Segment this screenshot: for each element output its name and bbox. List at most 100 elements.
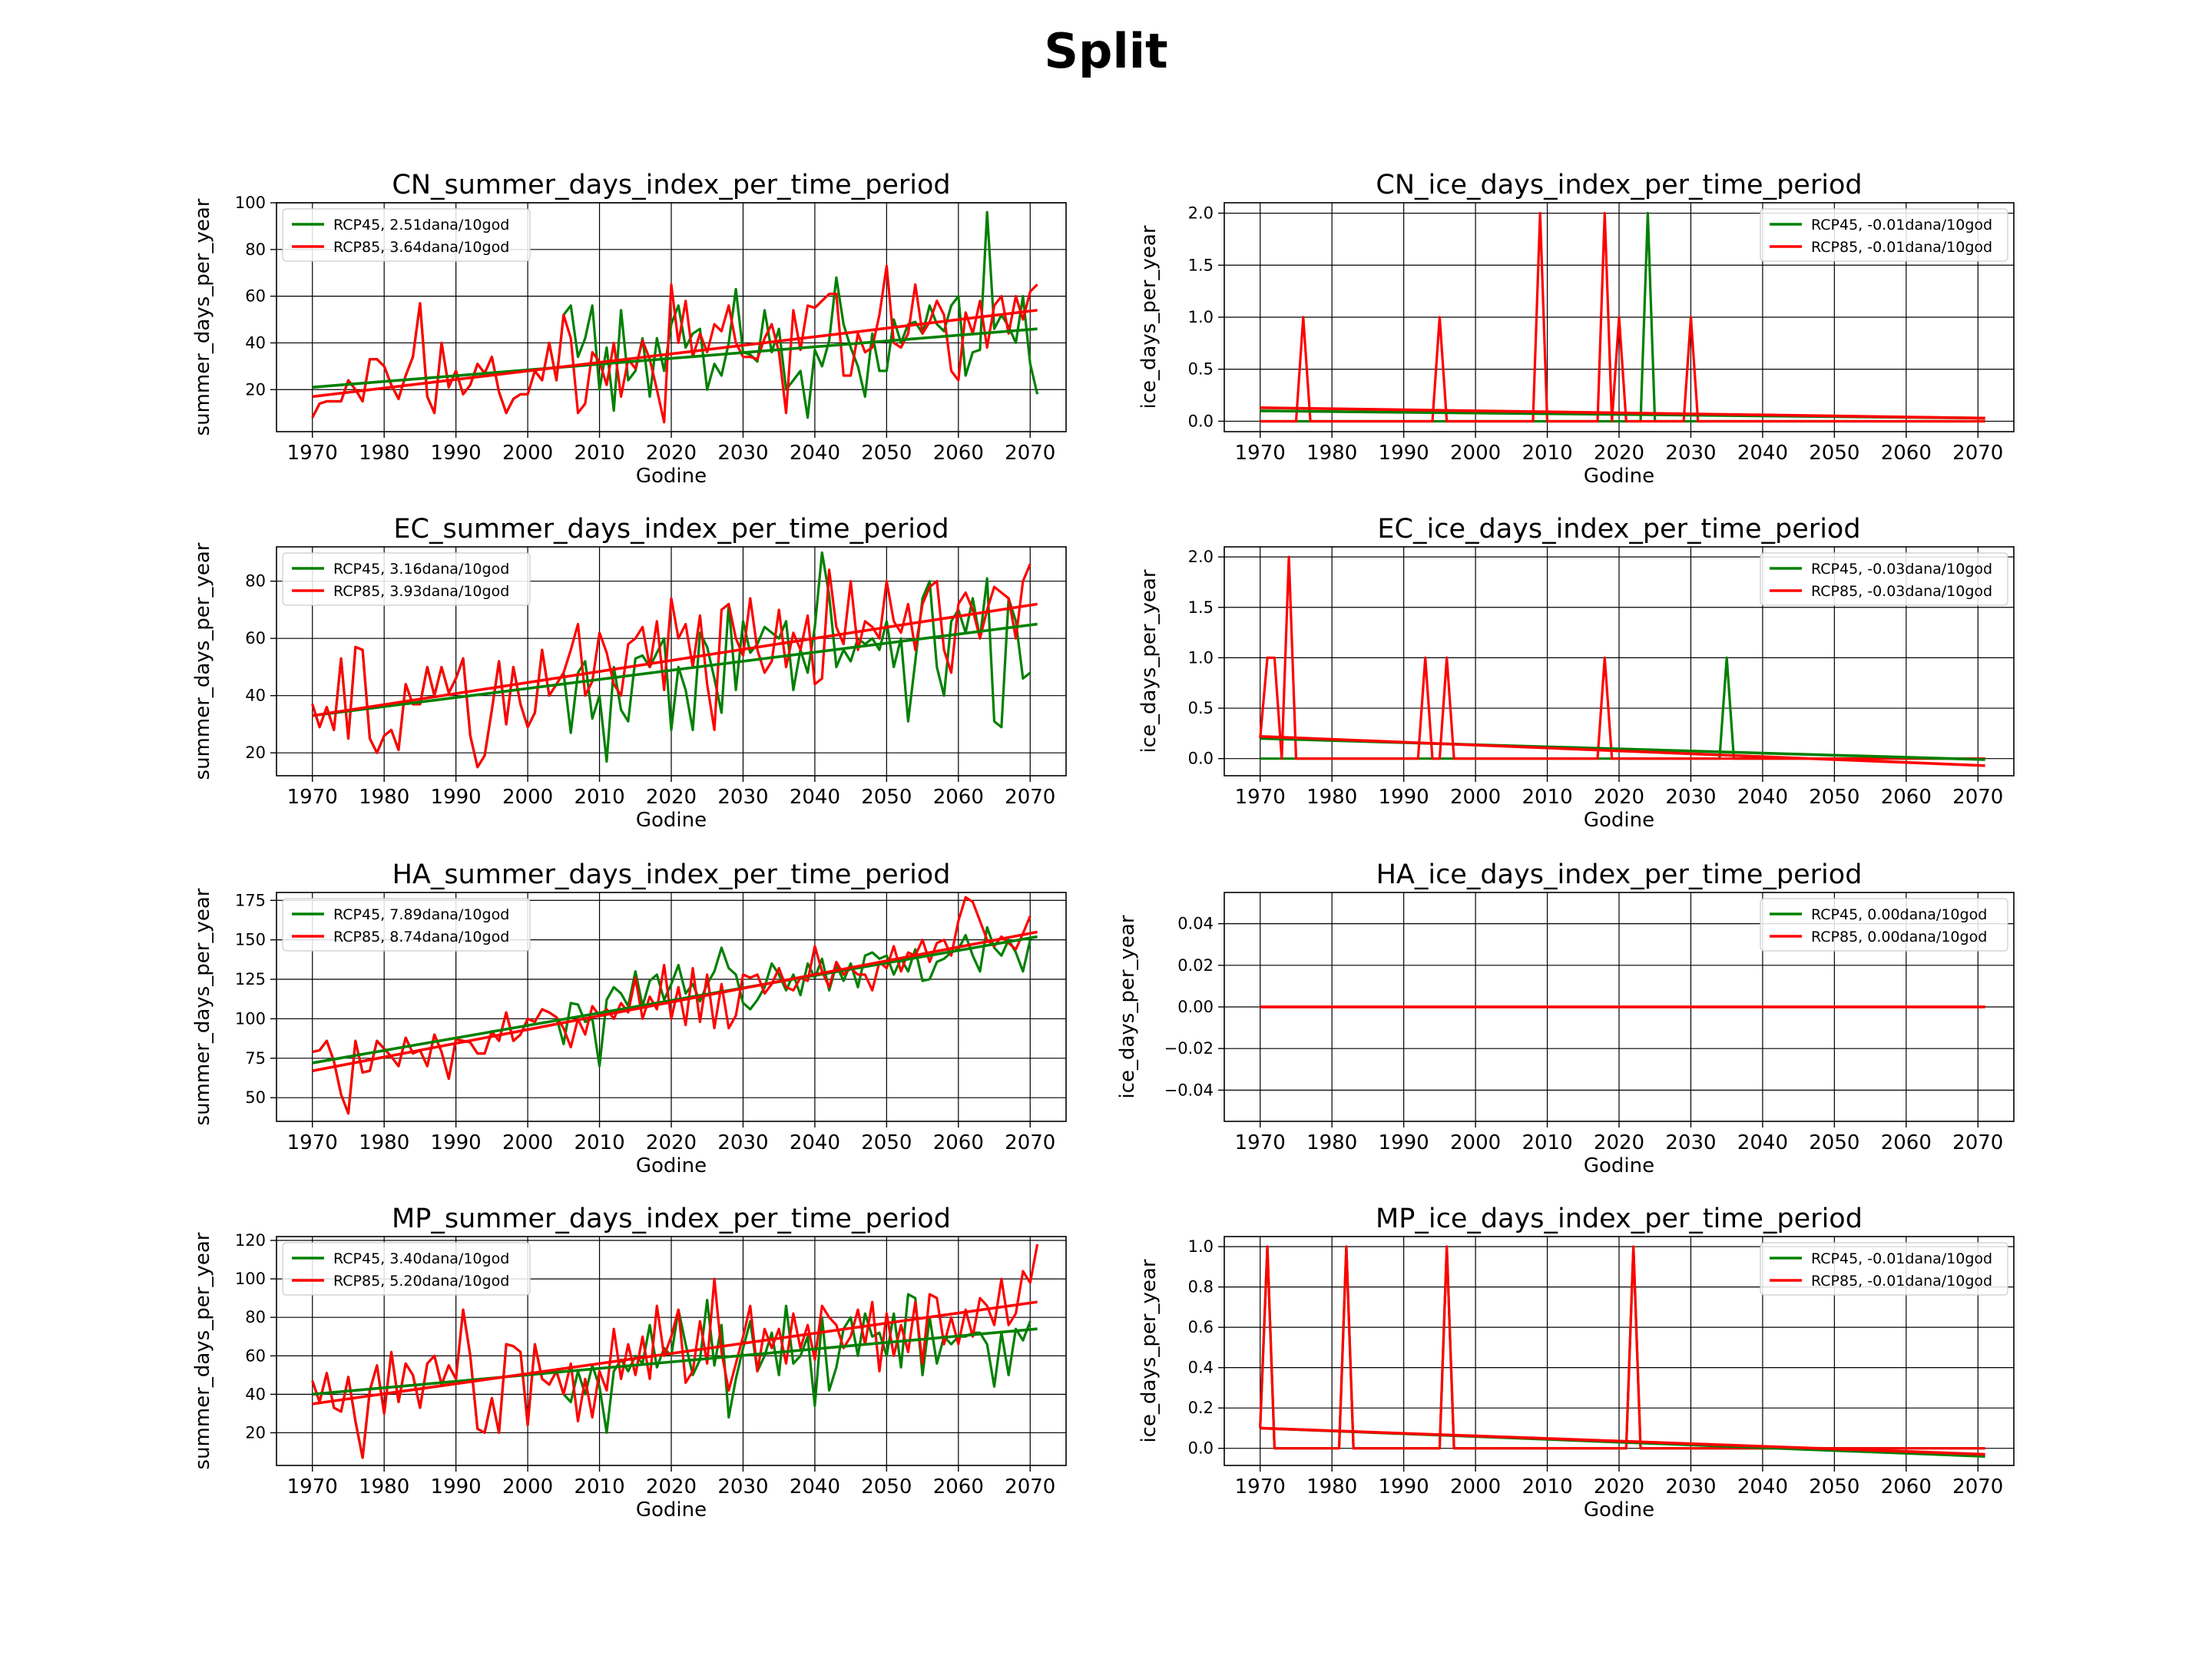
- x-tick-label: 2050: [1809, 786, 1859, 809]
- x-tick-label: 2060: [933, 1475, 984, 1498]
- subplot-ec_summer: 1970 1980 1990 2000 2010 2020 2030 2040 2050 2060…: [191, 514, 1067, 832]
- x-tick-label: 2020: [646, 1475, 697, 1498]
- series-line-rcp85: [311, 563, 1031, 769]
- x-tick-label: 2070: [1952, 786, 2003, 809]
- y-tick-label: 60: [245, 287, 266, 306]
- y-tick-label: 1.0: [1188, 648, 1214, 667]
- subplot-ha_summer: 1970 1980 1990 2000 2010 2020 2030 2040 2050 2060…: [191, 859, 1067, 1177]
- y-axis-label: summer_days_per_year: [191, 888, 214, 1125]
- y-tick-label: −0.04: [1164, 1081, 1214, 1099]
- subplot-title: HA_summer_days_index_per_time_period: [392, 859, 951, 890]
- plot-area: [312, 896, 1038, 1115]
- x-tick-label: 2060: [933, 786, 984, 809]
- x-tick-label: 2000: [502, 1475, 553, 1498]
- x-tick-label: 2020: [1594, 442, 1644, 465]
- y-tick-label: 1.5: [1188, 256, 1214, 274]
- legend-box: [282, 552, 531, 606]
- x-axis-label: Godine: [636, 1498, 707, 1522]
- legend-entry: RCP85, 5.20dana/10god: [333, 1273, 509, 1290]
- y-tick-label: 80: [245, 240, 266, 259]
- x-axis-label: Godine: [636, 809, 707, 832]
- y-tick-label: 75: [245, 1049, 266, 1068]
- x-tick-label: 2070: [1005, 786, 1055, 809]
- legend-box: [1760, 208, 2008, 262]
- x-tick-label: 1970: [287, 1131, 338, 1154]
- x-tick-label: 2040: [790, 786, 840, 809]
- legend-entry: RCP45, -0.03dana/10god: [1811, 561, 1992, 578]
- y-tick-label: 1.5: [1188, 598, 1214, 617]
- x-tick-label: 2010: [574, 1131, 624, 1154]
- x-tick-label: 1970: [1235, 1475, 1286, 1498]
- y-axis-label: summer_days_per_year: [191, 1232, 214, 1469]
- x-tick-label: 2050: [1809, 1475, 1859, 1498]
- x-tick-label: 2020: [646, 442, 697, 465]
- x-tick-label: 1980: [359, 1475, 409, 1498]
- y-axis-label: summer_days_per_year: [191, 198, 214, 435]
- x-axis-label: Godine: [1584, 465, 1654, 488]
- plot-area: [1259, 1245, 1985, 1458]
- x-tick-label: 2060: [1881, 1131, 1932, 1154]
- x-tick-label: 2060: [1881, 786, 1932, 809]
- y-tick-label: 0.6: [1188, 1318, 1214, 1336]
- x-axis-label: Godine: [636, 465, 707, 488]
- x-axis-label: Godine: [1584, 809, 1654, 832]
- y-tick-label: 0.2: [1188, 1399, 1214, 1417]
- x-tick-label: 1980: [359, 1131, 409, 1154]
- trend-line: [1260, 406, 1985, 420]
- subplot-cn_ice: 1970 1980 1990 2000 2010 2020 2030 2040 2050 2060…: [1137, 170, 2015, 488]
- x-axis-label: Godine: [1584, 1154, 1654, 1177]
- plot-area: [311, 210, 1039, 424]
- legend-entry: RCP85, -0.01dana/10god: [1811, 1273, 1992, 1290]
- subplot-title: MP_summer_days_index_per_time_period: [392, 1204, 951, 1234]
- y-tick-label: 0.4: [1188, 1359, 1214, 1377]
- subplot-title: MP_ice_days_index_per_time_period: [1376, 1204, 1863, 1234]
- x-tick-label: 2070: [1005, 1131, 1055, 1154]
- x-tick-label: 2070: [1952, 1475, 2003, 1498]
- legend-entry: RCP45, -0.01dana/10god: [1811, 217, 1992, 233]
- x-tick-label: 2040: [1737, 1475, 1788, 1498]
- subplot-cn_summer: 1970 1980 1990 2000 2010 2020 2030 2040 2050 2060…: [191, 170, 1067, 488]
- legend-box: [1760, 552, 2008, 606]
- legend-entry: RCP45, 7.89dana/10god: [333, 906, 509, 923]
- x-tick-label: 2030: [717, 786, 768, 809]
- subplot-mp_summer: 1970 1980 1990 2000 2010 2020 2030 2040 2050 2060…: [191, 1204, 1067, 1522]
- x-tick-label: 1980: [359, 442, 409, 465]
- legend-entry: RCP45, 3.16dana/10god: [333, 561, 509, 578]
- legend-entry: RCP85, 0.00dana/10god: [1811, 929, 1987, 945]
- legend: RCP45, 3.40dana/10god RCP85, 5.20dana/10g…: [282, 1242, 531, 1296]
- x-tick-label: 1990: [1379, 1475, 1429, 1498]
- y-tick-label: 175: [235, 891, 266, 909]
- y-tick-label: 0.04: [1177, 915, 1214, 933]
- trend-line: [312, 602, 1038, 717]
- x-tick-label: 2030: [1665, 1131, 1716, 1154]
- trend-line: [312, 935, 1038, 1065]
- y-tick-label: 40: [245, 687, 266, 705]
- legend: RCP45, 0.00dana/10god RCP85, 0.00dana/10g…: [1760, 898, 2008, 952]
- trend-line: [1260, 735, 1985, 767]
- x-tick-label: 2060: [1881, 442, 1932, 465]
- y-tick-label: −0.02: [1164, 1039, 1214, 1058]
- subplot-title: CN_summer_days_index_per_time_period: [392, 170, 950, 200]
- y-tick-label: 60: [245, 1346, 266, 1365]
- x-tick-label: 2020: [1594, 786, 1644, 809]
- x-tick-label: 2000: [502, 786, 553, 809]
- x-tick-label: 1970: [1235, 442, 1286, 465]
- x-tick-label: 2050: [861, 442, 912, 465]
- x-tick-label: 2030: [717, 442, 768, 465]
- x-tick-label: 1980: [1306, 442, 1357, 465]
- legend-entry: RCP45, 2.51dana/10god: [333, 217, 509, 233]
- x-tick-label: 2000: [502, 1131, 553, 1154]
- legend-entry: RCP45, 3.40dana/10god: [333, 1250, 509, 1267]
- x-tick-label: 2060: [933, 442, 984, 465]
- subplot-title: EC_ice_days_index_per_time_period: [1377, 514, 1860, 545]
- legend: RCP45, -0.01dana/10god RCP85, -0.01dana/1…: [1760, 208, 2008, 262]
- x-tick-label: 1970: [287, 786, 338, 809]
- trend-line: [312, 622, 1038, 717]
- x-tick-label: 2000: [1450, 442, 1501, 465]
- legend-box: [1760, 898, 2008, 952]
- y-tick-label: 120: [235, 1231, 266, 1250]
- series-line-rcp85: [1260, 211, 1985, 423]
- x-tick-label: 2070: [1005, 1475, 1055, 1498]
- x-tick-label: 2010: [1522, 1131, 1572, 1154]
